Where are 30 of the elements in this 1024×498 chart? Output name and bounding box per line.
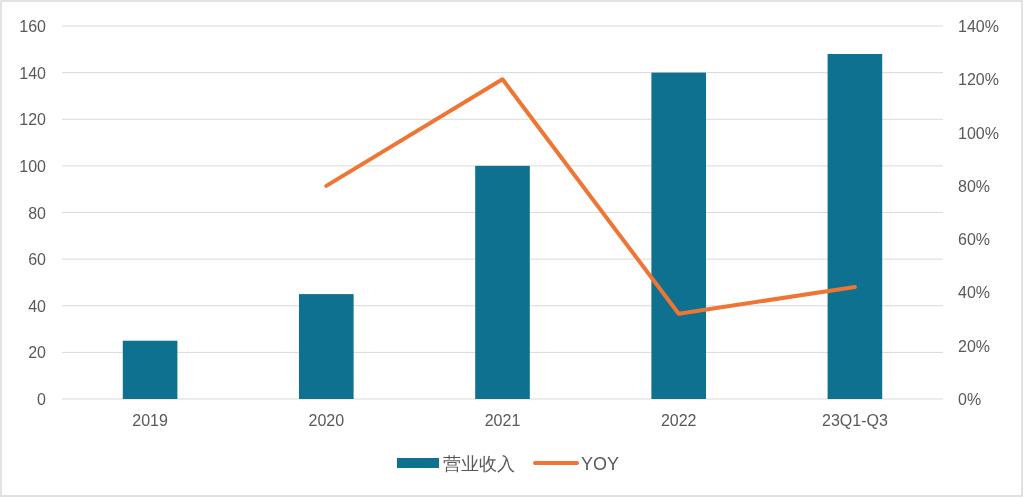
x-tick-label: 23Q1-Q3 bbox=[821, 412, 888, 429]
y-tick-label: 80 bbox=[28, 204, 47, 222]
line-series bbox=[324, 77, 857, 316]
x-tick-label: 2020 bbox=[308, 412, 345, 429]
y2-tick-label: 100% bbox=[958, 124, 999, 142]
x-tick-label: 2021 bbox=[484, 412, 521, 429]
y2-tick-label: 0% bbox=[958, 391, 982, 408]
legend-label: 营业收入 bbox=[443, 454, 515, 474]
bar bbox=[827, 53, 883, 399]
y2-tick-label: 60% bbox=[958, 231, 991, 249]
x-tick-label: 2019 bbox=[132, 412, 168, 429]
y-tick-label: 120 bbox=[19, 111, 47, 129]
y2-tick-label: 20% bbox=[958, 337, 991, 355]
y-tick-label: 100 bbox=[19, 157, 47, 175]
x-tick-label: 2022 bbox=[660, 412, 697, 429]
legend-label: YOY bbox=[581, 454, 620, 474]
bar bbox=[651, 72, 707, 399]
bar bbox=[298, 294, 354, 399]
y-tick-label: 0 bbox=[37, 391, 47, 408]
y-tick-label: 20 bbox=[28, 344, 47, 362]
y-tick-label: 40 bbox=[28, 297, 47, 315]
y2-tick-label: 40% bbox=[958, 284, 991, 302]
y-tick-label: 60 bbox=[28, 251, 47, 269]
y2-tick-label: 80% bbox=[958, 177, 991, 195]
y-tick-label: 160 bbox=[19, 18, 47, 35]
y2-tick-label: 140% bbox=[958, 18, 999, 35]
y2-tick-label: 120% bbox=[958, 71, 999, 89]
bar bbox=[475, 165, 530, 399]
bar bbox=[122, 340, 178, 399]
y-tick-label: 140 bbox=[19, 64, 47, 82]
